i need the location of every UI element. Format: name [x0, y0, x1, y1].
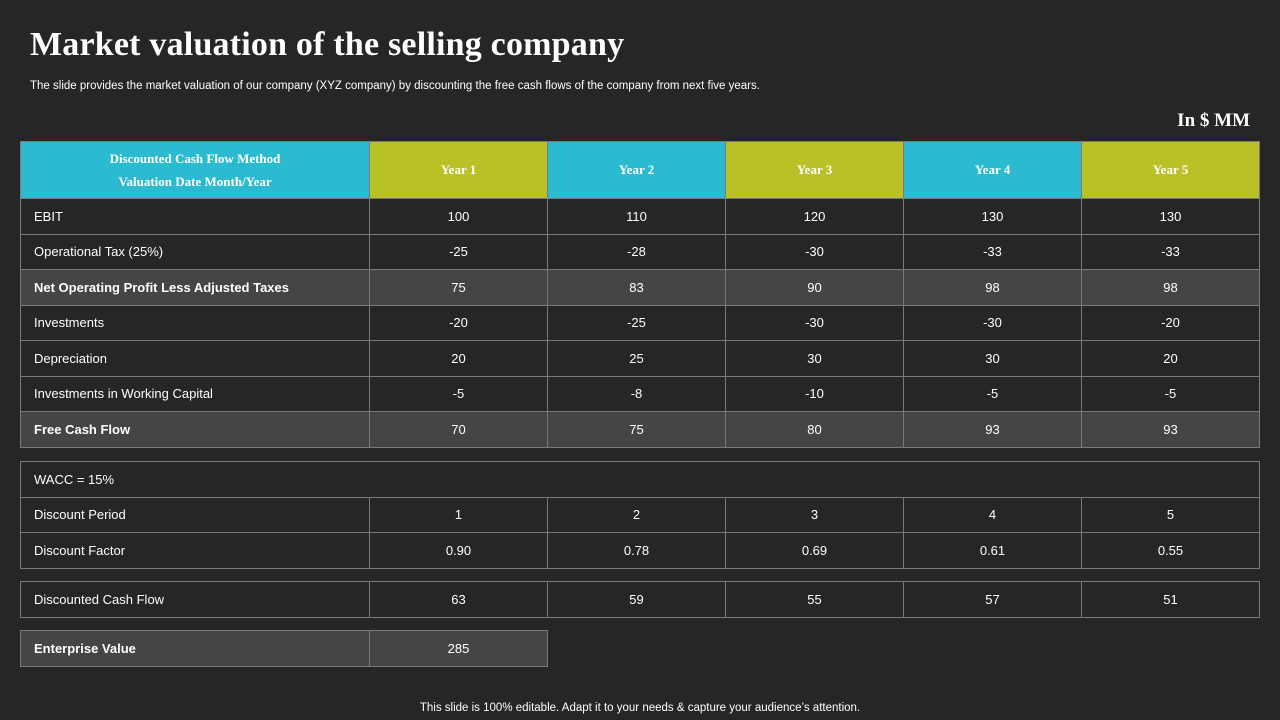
row-label: Operational Tax (25%): [20, 233, 370, 270]
method-header-line1: Discounted Cash Flow Method: [109, 151, 281, 166]
row-label: Net Operating Profit Less Adjusted Taxes: [20, 269, 370, 306]
table-cell: -5: [369, 375, 548, 412]
table-row-working-capital: Investments in Working Capital -5 -8 -10…: [20, 375, 1260, 412]
table-cell: 0.69: [725, 532, 904, 569]
table-row-depreciation: Depreciation 20 25 30 30 20: [20, 340, 1260, 377]
table-cell: 57: [903, 581, 1082, 618]
row-label: Investments in Working Capital: [20, 375, 370, 412]
table-cell: 0.55: [1081, 532, 1260, 569]
wacc-row: WACC = 15%: [20, 461, 1260, 498]
slide-subtitle: The slide provides the market valuation …: [30, 80, 760, 92]
table-cell: 83: [547, 269, 726, 306]
table-cell: -33: [1081, 233, 1260, 270]
table-cell: 30: [903, 340, 1082, 377]
table-cell: 59: [547, 581, 726, 618]
enterprise-value-table: Enterprise Value 285: [20, 630, 548, 667]
table-cell: 93: [903, 411, 1082, 448]
enterprise-value: 285: [369, 630, 548, 667]
row-label: Free Cash Flow: [20, 411, 370, 448]
table-cell: 98: [903, 269, 1082, 306]
table-cell: -10: [725, 375, 904, 412]
table-cell: 3: [725, 496, 904, 533]
table-cell: -30: [725, 233, 904, 270]
table-cell: -20: [1081, 304, 1260, 341]
table-row-ebit: EBIT 100 110 120 130 130: [20, 198, 1260, 235]
year-header: Year 5: [1081, 141, 1260, 199]
table-cell: 20: [1081, 340, 1260, 377]
method-header-line2: Valuation Date Month/Year: [118, 174, 272, 189]
row-label: Discount Period: [20, 496, 370, 533]
table-cell: 20: [369, 340, 548, 377]
table-cell: 110: [547, 198, 726, 235]
discounted-cash-flow-table: Discounted Cash Flow 63 59 55 57 51: [20, 581, 1260, 618]
table-cell: -25: [369, 233, 548, 270]
table-cell: -28: [547, 233, 726, 270]
table-header-row: Discounted Cash Flow Method Valuation Da…: [20, 141, 1260, 199]
table-cell: -5: [1081, 375, 1260, 412]
table-cell: 4: [903, 496, 1082, 533]
table-cell: 130: [903, 198, 1082, 235]
table-cell: 93: [1081, 411, 1260, 448]
year-header: Year 3: [725, 141, 904, 199]
table-cell: 2: [547, 496, 726, 533]
slide-title: Market valuation of the selling company: [30, 26, 625, 63]
table-cell: 98: [1081, 269, 1260, 306]
table-cell: 70: [369, 411, 548, 448]
year-header: Year 4: [903, 141, 1082, 199]
table-cell: 100: [369, 198, 548, 235]
table-cell: -33: [903, 233, 1082, 270]
wacc-table: WACC = 15% Discount Period 1 2 3 4 5 Dis…: [20, 461, 1260, 569]
enterprise-value-label: Enterprise Value: [20, 630, 370, 667]
table-cell: 0.78: [547, 532, 726, 569]
table-cell: -8: [547, 375, 726, 412]
table-cell: 55: [725, 581, 904, 618]
table-row-discounted-cash-flow: Discounted Cash Flow 63 59 55 57 51: [20, 581, 1260, 618]
table-row-nopat: Net Operating Profit Less Adjusted Taxes…: [20, 269, 1260, 306]
table-cell: 0.61: [903, 532, 1082, 569]
table-cell: 75: [547, 411, 726, 448]
row-label: Discounted Cash Flow: [20, 581, 370, 618]
table-cell: 5: [1081, 496, 1260, 533]
table-cell: 130: [1081, 198, 1260, 235]
table-cell: 75: [369, 269, 548, 306]
year-header: Year 2: [547, 141, 726, 199]
table-cell: 63: [369, 581, 548, 618]
table-cell: -20: [369, 304, 548, 341]
table-cell: 51: [1081, 581, 1260, 618]
table-cell: 25: [547, 340, 726, 377]
year-header: Year 1: [369, 141, 548, 199]
table-row-free-cash-flow: Free Cash Flow 70 75 80 93 93: [20, 411, 1260, 448]
table-row-operational-tax: Operational Tax (25%) -25 -28 -30 -33 -3…: [20, 233, 1260, 270]
table-cell: 0.90: [369, 532, 548, 569]
unit-label: In $ MM: [1177, 110, 1250, 131]
row-label: Depreciation: [20, 340, 370, 377]
table-cell: -30: [725, 304, 904, 341]
row-label: Investments: [20, 304, 370, 341]
table-cell: -5: [903, 375, 1082, 412]
table-row-investments: Investments -20 -25 -30 -30 -20: [20, 304, 1260, 341]
table-cell: -25: [547, 304, 726, 341]
table-row-discount-factor: Discount Factor 0.90 0.78 0.69 0.61 0.55: [20, 532, 1260, 569]
row-label: Discount Factor: [20, 532, 370, 569]
valuation-table: Discounted Cash Flow Method Valuation Da…: [20, 141, 1260, 448]
row-label: EBIT: [20, 198, 370, 235]
table-row-enterprise-value: Enterprise Value 285: [20, 630, 548, 667]
wacc-label: WACC = 15%: [20, 461, 1260, 498]
footer-note: This slide is 100% editable. Adapt it to…: [419, 702, 861, 714]
table-cell: 120: [725, 198, 904, 235]
table-cell: -30: [903, 304, 1082, 341]
table-cell: 90: [725, 269, 904, 306]
method-header-cell: Discounted Cash Flow Method Valuation Da…: [20, 141, 370, 199]
table-cell: 80: [725, 411, 904, 448]
table-row-discount-period: Discount Period 1 2 3 4 5: [20, 496, 1260, 533]
table-cell: 1: [369, 496, 548, 533]
table-cell: 30: [725, 340, 904, 377]
